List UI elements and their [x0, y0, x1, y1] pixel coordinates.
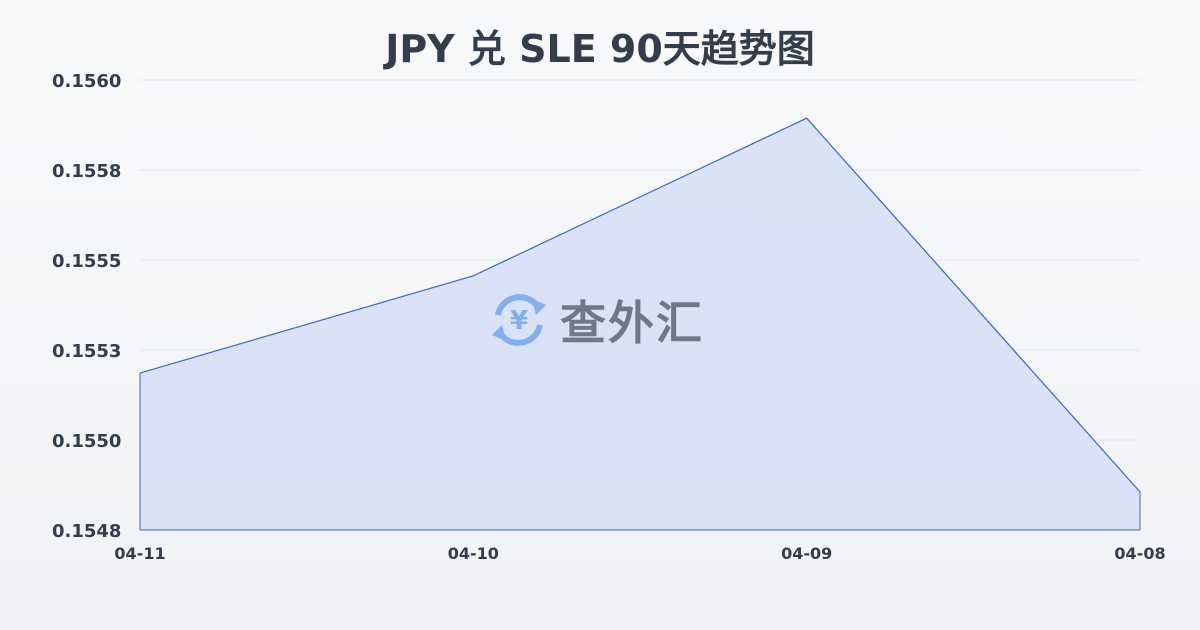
data-point: [1139, 491, 1141, 493]
x-tick-label: 04-10: [448, 544, 499, 563]
y-tick-label: 0.1550: [52, 431, 121, 452]
x-tick-label: 04-08: [1114, 544, 1165, 563]
x-tick-label: 04-09: [781, 544, 832, 563]
watermark-text: 查外汇: [560, 296, 704, 350]
x-tick-label: 04-11: [114, 544, 165, 563]
chart-title: JPY 兑 SLE 90天趋势图: [385, 27, 815, 71]
y-tick-label: 0.1548: [52, 521, 121, 542]
y-tick-label: 0.1558: [52, 161, 121, 182]
y-tick-label: 0.1553: [52, 341, 121, 362]
series-line: [139, 117, 1141, 493]
y-tick-label: 0.1555: [52, 251, 121, 272]
watermark: ¥ 查外汇: [488, 287, 704, 353]
data-point: [139, 372, 141, 374]
data-point: [806, 117, 808, 119]
svg-text:¥: ¥: [510, 306, 528, 336]
yen-exchange-icon: ¥: [492, 294, 546, 346]
data-point: [472, 275, 474, 277]
y-tick-label: 0.1560: [52, 71, 121, 92]
area-fill: [140, 118, 1140, 530]
